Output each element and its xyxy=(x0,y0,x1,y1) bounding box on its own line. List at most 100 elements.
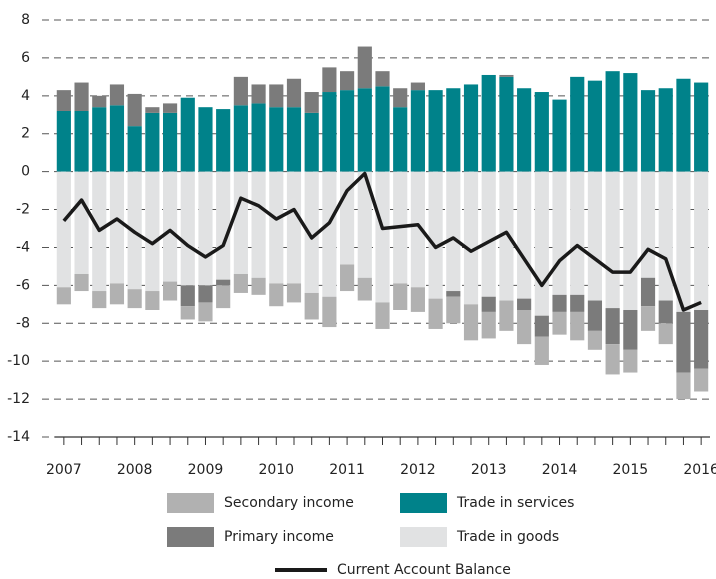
bar-segment xyxy=(658,171,673,301)
bar-segment xyxy=(322,171,337,297)
y-tick-label: -2 xyxy=(16,202,30,218)
bar-segment xyxy=(216,171,231,280)
bar-segment xyxy=(286,107,302,172)
bar-segment xyxy=(410,171,425,288)
bar-segment xyxy=(552,99,567,172)
y-tick-label: -12 xyxy=(7,391,30,407)
legend-swatch xyxy=(400,493,447,513)
bar-segment xyxy=(481,74,496,172)
bar-segment xyxy=(694,82,709,172)
bar-segment xyxy=(676,171,691,312)
x-tick-label: 2009 xyxy=(188,462,224,478)
bar-segment xyxy=(322,296,337,328)
bar-segment xyxy=(640,306,656,331)
bar-segment xyxy=(481,171,496,297)
bar-segment xyxy=(463,171,479,305)
bar-segment xyxy=(375,86,390,172)
bar-segment xyxy=(694,368,709,392)
x-tick-label: 2016 xyxy=(683,462,716,478)
bar-segment xyxy=(340,90,355,172)
bar-segment xyxy=(109,283,125,305)
bar-segment xyxy=(694,171,709,311)
bar-segment xyxy=(605,308,620,345)
bar-segment xyxy=(92,107,107,172)
bar-segment xyxy=(393,107,408,172)
bar-segment xyxy=(587,171,603,301)
bar-segment xyxy=(251,171,266,278)
bar-segment xyxy=(676,78,691,172)
bar-segment xyxy=(109,84,125,106)
bar-segment xyxy=(375,71,390,87)
x-tick-label: 2007 xyxy=(46,462,82,478)
bar-segment xyxy=(233,76,248,106)
bar-segment xyxy=(357,46,372,89)
y-tick-label: 2 xyxy=(21,126,30,142)
bar-segment xyxy=(56,171,71,288)
bar-segment xyxy=(570,171,585,295)
legend-label: Secondary income xyxy=(224,495,354,511)
y-tick-label: 4 xyxy=(21,88,30,104)
bar-segment xyxy=(180,285,195,307)
bar-segment xyxy=(357,88,372,172)
legend-label: Trade in services xyxy=(456,495,574,511)
bar-segment xyxy=(216,109,231,172)
legend-swatch xyxy=(400,527,447,547)
bar-segment xyxy=(694,310,709,369)
bar-segment xyxy=(145,107,160,113)
bar-segment xyxy=(162,281,178,301)
bar-segment xyxy=(393,88,408,108)
bar-segment xyxy=(322,92,337,172)
line-series xyxy=(62,171,702,312)
y-tick-label: 0 xyxy=(21,164,30,180)
bar-segment xyxy=(340,71,355,91)
bar-segment xyxy=(658,88,673,172)
bar-segment xyxy=(162,171,178,282)
bar-segment xyxy=(375,302,390,329)
x-tick-label: 2008 xyxy=(117,462,153,478)
bar-segment xyxy=(481,311,496,339)
bar-segment xyxy=(552,294,567,312)
bar-segment xyxy=(499,171,514,301)
bar-segment xyxy=(623,171,638,311)
bar-segment xyxy=(357,171,372,278)
bar-segment xyxy=(92,95,107,108)
bar-segment xyxy=(410,82,425,91)
bar-segment xyxy=(587,80,603,172)
bar-segment xyxy=(162,112,178,172)
bar-segment xyxy=(570,294,585,312)
bar-segment xyxy=(517,88,532,172)
bar-segment xyxy=(534,315,549,337)
legend-swatch xyxy=(167,527,214,547)
y-tick-label: -14 xyxy=(7,429,30,445)
bar-segment xyxy=(534,171,549,316)
bar-segment xyxy=(74,171,89,274)
y-tick-label: -8 xyxy=(16,315,30,331)
bar-segment xyxy=(127,93,142,127)
bar-segment xyxy=(180,306,195,320)
bar-segment xyxy=(145,112,160,172)
bar-segment xyxy=(127,126,142,172)
bar-segment xyxy=(233,171,248,274)
legend-label: Primary income xyxy=(224,529,334,545)
bar-segment xyxy=(304,92,319,113)
bar-segment xyxy=(162,103,178,113)
bar-segment xyxy=(180,97,195,172)
bar-segment xyxy=(286,171,302,284)
bar-segment xyxy=(286,78,302,108)
bar-segment xyxy=(587,330,603,350)
bar-segment xyxy=(623,310,638,350)
bar-segment xyxy=(481,296,496,312)
bar-segment xyxy=(74,82,89,111)
bar-segment xyxy=(198,285,213,303)
bar-segment xyxy=(304,292,319,320)
bar-segment xyxy=(587,300,603,331)
x-tick-label: 2010 xyxy=(258,462,294,478)
bar-segment xyxy=(446,88,461,172)
bar-segment xyxy=(286,283,302,303)
bar-segment xyxy=(446,171,461,292)
bar-segment xyxy=(428,298,443,329)
bar-segment xyxy=(233,273,248,293)
bar-segment xyxy=(74,273,89,292)
bar-segment xyxy=(56,287,71,305)
y-tick-label: -10 xyxy=(7,353,30,369)
